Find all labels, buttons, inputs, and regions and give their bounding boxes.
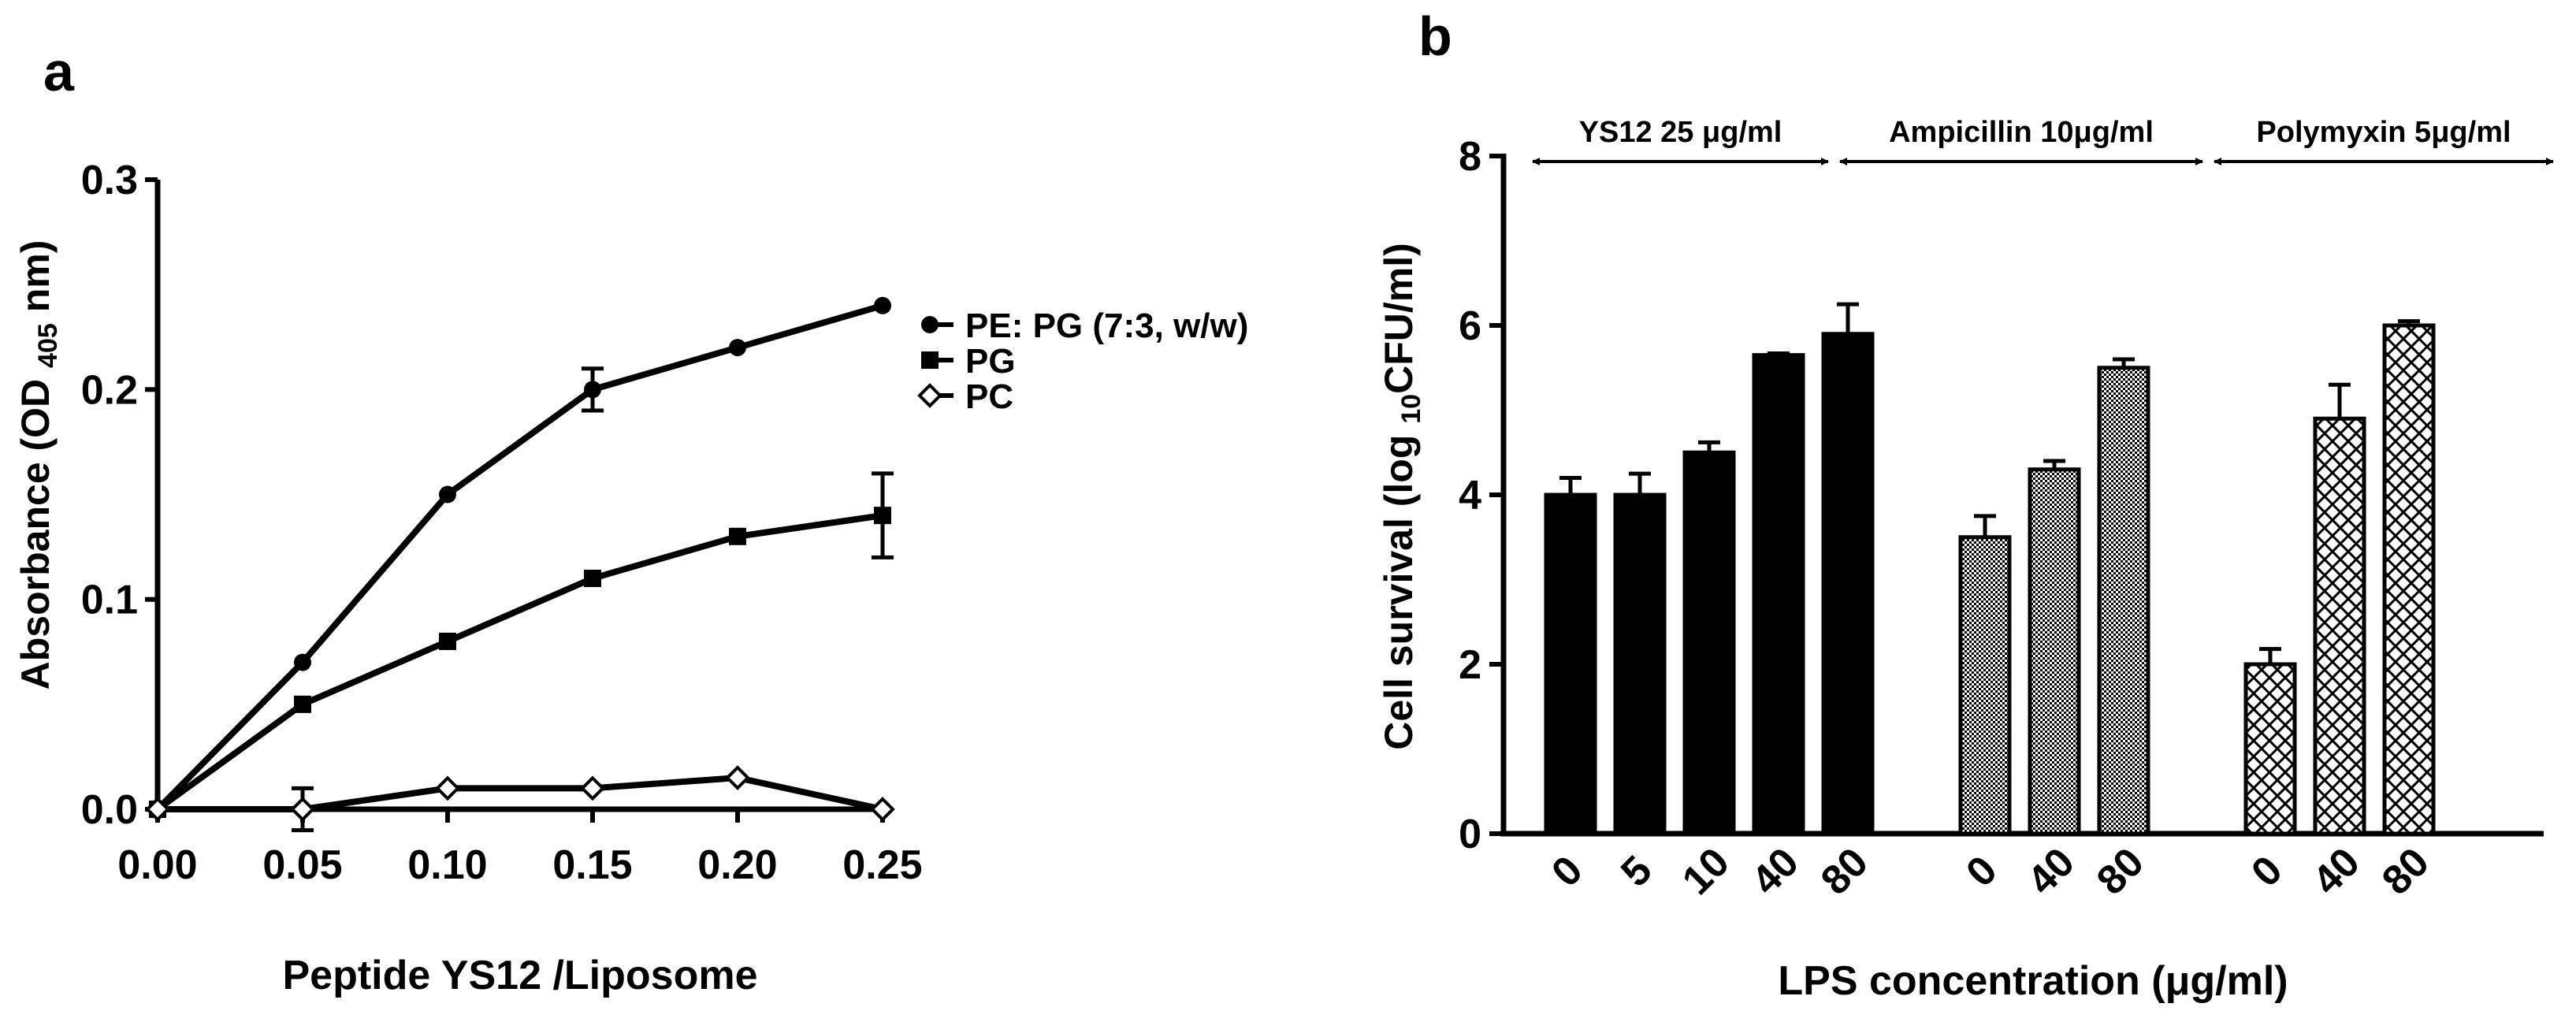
panel-b-y-label-subscript: 10	[1396, 394, 1426, 424]
bar	[2097, 366, 2150, 836]
bar	[1682, 450, 1736, 836]
panel-a-x-axis-label: Peptide YS12 /Liposome	[282, 953, 757, 998]
panel-a-y-axis-label: Absorbance (OD 405 nm)	[13, 240, 63, 690]
data-point	[290, 797, 315, 822]
data-point	[439, 632, 456, 650]
a-y-tick-label: 0.2	[81, 367, 138, 413]
bar	[2313, 416, 2366, 836]
bar	[1752, 353, 1805, 836]
bar	[2243, 662, 2297, 836]
data-point	[729, 339, 746, 357]
bar-category-label: 80	[2088, 839, 2153, 904]
panel-b-label: b	[1418, 6, 1452, 67]
data-point	[874, 296, 891, 314]
b-y-tick-label: 4	[1459, 473, 1481, 518]
group-label-backing	[2234, 106, 2533, 152]
bar-category-label: 0	[1543, 847, 1591, 895]
bar-category-label: 80	[2373, 839, 2438, 904]
panel-a-label: a	[43, 41, 75, 102]
data-point	[584, 381, 601, 399]
bar-group-3: 0 40 80	[2243, 319, 2438, 904]
a-x-tick-label: 0.10	[407, 842, 487, 888]
bar-category-label: 40	[2019, 839, 2083, 904]
bar	[1613, 492, 1667, 836]
legend-label: PG	[965, 342, 1016, 381]
data-point	[145, 797, 170, 822]
data-point	[874, 507, 891, 525]
bar	[2382, 323, 2436, 836]
b-y-tick-label: 6	[1459, 303, 1481, 349]
bar	[1821, 332, 1875, 836]
legend-entry: PE: PG (7:3, w/w)	[921, 307, 1248, 345]
a-x-tick-label: 0.25	[842, 842, 922, 888]
group-annotation: Polymyxin 5μg/ml	[2214, 106, 2554, 165]
bar-category-label: 80	[1812, 839, 1877, 904]
legend-marker	[921, 351, 939, 369]
bar-category-label: 0	[2243, 847, 2291, 895]
a-x-tick-label: 0.05	[262, 842, 342, 888]
a-x-tick-label: 0.00	[117, 842, 197, 888]
series-line	[158, 775, 883, 812]
panel-b-y-label-part-2: CFU/ml)	[1377, 243, 1421, 394]
legend-marker	[921, 316, 939, 333]
series-1	[149, 296, 891, 818]
data-point	[729, 527, 746, 545]
panel-a-y-label-subscript: 405	[33, 323, 63, 368]
panel-b-y-label-part-1: Cell survival (log	[1377, 424, 1421, 750]
bar	[2028, 467, 2081, 836]
data-point	[870, 797, 895, 822]
a-x-tick-label: 0.15	[552, 842, 632, 888]
group-label: YS12 25 μg/ml	[1579, 116, 1782, 149]
bar-category-label: 10	[1674, 839, 1738, 904]
panel-a: a Absorbance (OD 405 nm) Peptide YS12 /L…	[13, 41, 1248, 998]
data-point	[725, 765, 750, 790]
series-line	[155, 302, 884, 812]
panel-b-y-axis-label: Cell survival (log 10CFU/ml)	[1377, 243, 1426, 750]
panel-b: b Cell survival (log 10CFU/ml) LPS conce…	[1377, 6, 2554, 1004]
bar-category-label: 40	[1743, 839, 1808, 904]
bar-group-1: 0 5 10 40 80	[1543, 302, 1877, 904]
b-y-tick-label: 8	[1459, 134, 1481, 180]
data-point	[294, 653, 311, 671]
group-label-backing	[1872, 106, 2171, 152]
data-point	[580, 775, 605, 801]
group-annotation: YS12 25 μg/ml	[1530, 106, 1831, 165]
series-2	[149, 471, 894, 818]
data-point	[584, 570, 601, 588]
bar-group-2: 0 40 80	[1957, 357, 2153, 904]
legend-entry: PC	[917, 377, 1013, 416]
group-label: Ampicillin 10μg/ml	[1889, 116, 2154, 149]
panel-a-y-label-part-2: nm)	[13, 240, 58, 324]
legend-marker	[917, 383, 942, 408]
bar-category-label: 5	[1612, 847, 1660, 895]
legend-entry: PG	[921, 342, 1016, 381]
b-y-tick-label: 2	[1459, 642, 1481, 688]
panel-a-y-label-part-1: Absorbance (OD	[13, 368, 58, 689]
data-point	[439, 485, 456, 504]
b-y-tick-label: 0	[1459, 812, 1481, 857]
data-point	[435, 775, 460, 801]
panel-b-x-axis-label: LPS concentration (μg/ml)	[1778, 958, 2288, 1004]
legend-label: PE: PG (7:3, w/w)	[965, 307, 1248, 345]
a-y-tick-label: 0.3	[81, 158, 138, 203]
group-label-backing	[1530, 106, 1831, 152]
a-y-tick-label: 0.1	[81, 578, 138, 623]
bar-category-label: 40	[2304, 839, 2369, 904]
series-line	[155, 512, 883, 812]
data-point	[294, 695, 311, 713]
group-annotation: Ampicillin 10μg/ml	[1839, 106, 2203, 165]
series-3	[145, 765, 895, 833]
bar	[1544, 492, 1597, 836]
group-label: Polymyxin 5μg/ml	[2256, 116, 2511, 149]
a-x-tick-label: 0.20	[697, 842, 777, 888]
legend-label: PC	[965, 377, 1013, 416]
a-y-tick-label: 0.0	[81, 787, 138, 833]
bar	[1958, 535, 2012, 836]
bar-category-label: 0	[1957, 847, 2005, 895]
